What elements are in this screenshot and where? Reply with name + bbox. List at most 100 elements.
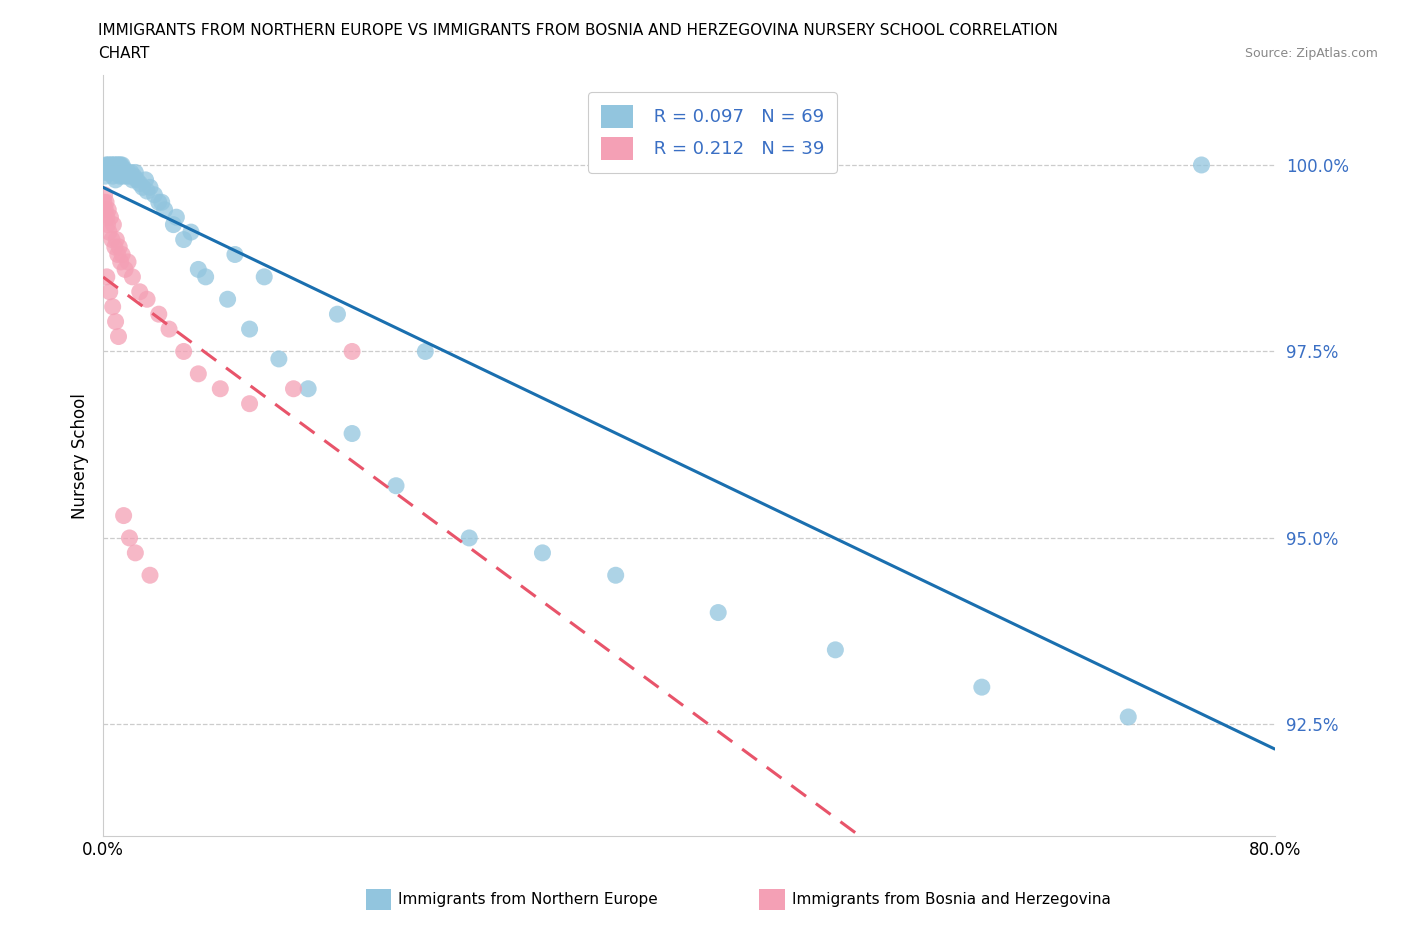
Point xyxy=(101,157,124,172)
Point xyxy=(413,344,436,359)
Point xyxy=(253,270,276,285)
Point xyxy=(96,210,118,225)
Point xyxy=(94,157,117,172)
Point xyxy=(124,545,146,560)
Point xyxy=(94,203,117,218)
Point xyxy=(97,203,120,218)
Point xyxy=(111,157,134,172)
Point xyxy=(111,247,134,262)
Point xyxy=(107,247,129,262)
Point xyxy=(148,194,170,209)
Text: Source: ZipAtlas.com: Source: ZipAtlas.com xyxy=(1244,46,1378,60)
Point xyxy=(103,157,125,172)
Point xyxy=(267,352,290,366)
Point xyxy=(112,508,135,523)
Point xyxy=(98,225,121,240)
Point xyxy=(824,643,846,658)
Point xyxy=(340,426,363,441)
Point xyxy=(148,307,170,322)
Point xyxy=(105,165,128,179)
Point xyxy=(94,194,117,209)
Point xyxy=(94,168,117,183)
Point xyxy=(124,165,146,179)
Point xyxy=(131,179,153,194)
Point xyxy=(104,240,127,255)
Point xyxy=(150,194,173,209)
Text: IMMIGRANTS FROM NORTHERN EUROPE VS IMMIGRANTS FROM BOSNIA AND HERZEGOVINA NURSER: IMMIGRANTS FROM NORTHERN EUROPE VS IMMIG… xyxy=(98,23,1059,38)
Point xyxy=(139,179,162,194)
Point xyxy=(340,344,363,359)
Point xyxy=(1116,710,1139,724)
Point xyxy=(118,168,141,183)
Point xyxy=(110,165,132,179)
Point xyxy=(187,262,209,277)
Point xyxy=(605,568,627,583)
Point xyxy=(110,157,132,172)
Point xyxy=(162,218,184,232)
Point xyxy=(115,168,138,183)
Point xyxy=(125,172,148,187)
Point xyxy=(112,161,135,176)
Point xyxy=(165,210,187,225)
Point xyxy=(239,322,262,337)
Text: Immigrants from Bosnia and Herzegovina: Immigrants from Bosnia and Herzegovina xyxy=(792,892,1111,907)
Point xyxy=(107,329,129,344)
Point xyxy=(97,165,120,179)
Point xyxy=(114,165,136,179)
Point xyxy=(104,172,127,187)
Point xyxy=(93,187,115,202)
Point xyxy=(108,240,131,255)
Point xyxy=(707,605,730,620)
Point xyxy=(173,344,195,359)
Point xyxy=(101,168,124,183)
Text: CHART: CHART xyxy=(98,46,150,61)
Point xyxy=(100,210,122,225)
Point xyxy=(108,157,131,172)
Point xyxy=(139,568,162,583)
Point xyxy=(101,299,124,314)
Point xyxy=(194,270,217,285)
Point xyxy=(121,172,143,187)
Point xyxy=(136,183,159,198)
Point xyxy=(143,187,166,202)
Point xyxy=(110,255,132,270)
Point xyxy=(103,165,125,179)
Point xyxy=(122,168,145,183)
Point xyxy=(100,157,122,172)
Point xyxy=(297,381,319,396)
Point xyxy=(101,232,124,247)
Point xyxy=(111,168,134,183)
Point xyxy=(104,314,127,329)
Point xyxy=(120,165,142,179)
Text: Immigrants from Northern Europe: Immigrants from Northern Europe xyxy=(398,892,658,907)
Point xyxy=(96,270,118,285)
Point xyxy=(531,545,554,560)
Point xyxy=(98,285,121,299)
Point xyxy=(104,157,127,172)
Point xyxy=(118,530,141,545)
Point xyxy=(217,292,239,307)
Legend:  R = 0.097   N = 69,  R = 0.212   N = 39: R = 0.097 N = 69, R = 0.212 N = 39 xyxy=(588,92,837,173)
Point xyxy=(117,165,139,179)
Point xyxy=(385,478,408,493)
Point xyxy=(153,203,176,218)
Point xyxy=(326,307,349,322)
Point xyxy=(209,381,232,396)
Point xyxy=(107,157,129,172)
Point xyxy=(458,530,481,545)
Point xyxy=(224,247,246,262)
Point xyxy=(98,161,121,176)
Point xyxy=(128,176,150,191)
Point xyxy=(93,194,115,209)
Point xyxy=(283,381,305,396)
Point xyxy=(93,165,115,179)
Point xyxy=(108,168,131,183)
Point xyxy=(105,232,128,247)
Point xyxy=(114,262,136,277)
Point xyxy=(135,172,157,187)
Point xyxy=(117,255,139,270)
Point xyxy=(105,157,128,172)
Y-axis label: Nursery School: Nursery School xyxy=(72,393,89,519)
Point xyxy=(187,366,209,381)
Point xyxy=(121,270,143,285)
